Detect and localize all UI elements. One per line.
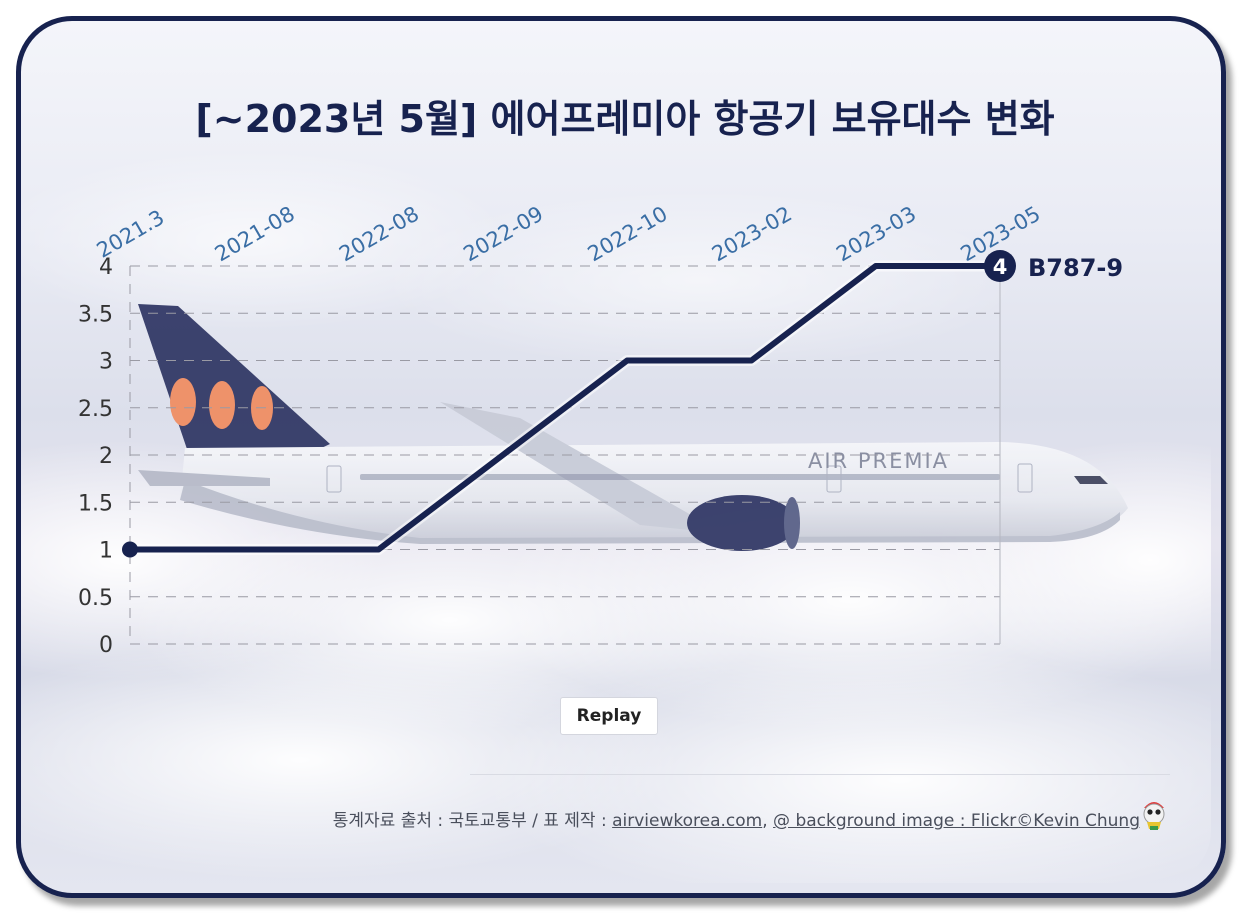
livery-text: AIR PREMIA — [808, 449, 949, 473]
y-axis-ticks: 0 0.5 1 1.5 2 2.5 3 3.5 4 — [78, 255, 113, 658]
chart-title: [~2023년 5월] 에어프레미아 항공기 보유대수 변화 — [195, 97, 1055, 141]
footer-divider — [470, 774, 1170, 775]
end-value-badge — [984, 250, 1016, 282]
end-label-group: 4 B787-9 — [984, 250, 1123, 282]
series-line — [130, 263, 1000, 553]
series-name-label: B787-9 — [1028, 254, 1123, 282]
replay-button[interactable]: Replay — [560, 697, 658, 735]
footer-credits: 통계자료 출처 : 국토교통부 / 표 제작 : airviewkorea.co… — [333, 806, 1140, 831]
start-point — [122, 541, 138, 558]
airviewkorea-link[interactable]: airviewkorea.com — [612, 811, 763, 831]
y-tick-label: 2.5 — [78, 397, 113, 422]
footer-source-text: 통계자료 출처 : 국토교통부 / 표 제작 : — [332, 811, 613, 831]
footer-separator: , — [762, 811, 774, 831]
y-tick-label: 4 — [99, 255, 113, 280]
mascot-logo-icon — [1143, 802, 1165, 830]
airplane-background-image: AIR PREMIA — [21, 150, 1211, 883]
y-tick-label: 3 — [99, 350, 113, 375]
y-tick-label: 3.5 — [78, 302, 113, 327]
y-tick-label: 1 — [99, 539, 113, 564]
y-tick-label: 0 — [99, 633, 113, 658]
series-layer — [122, 260, 1000, 558]
y-tick-label: 2 — [99, 444, 113, 469]
y-tick-label: 0.5 — [78, 586, 113, 611]
background-credit-link[interactable]: @ background image : Flickr©Kevin Chung — [773, 811, 1140, 831]
end-value-label: 4 — [993, 255, 1008, 279]
chart-grid — [129, 265, 1001, 645]
y-tick-label: 1.5 — [78, 491, 113, 516]
